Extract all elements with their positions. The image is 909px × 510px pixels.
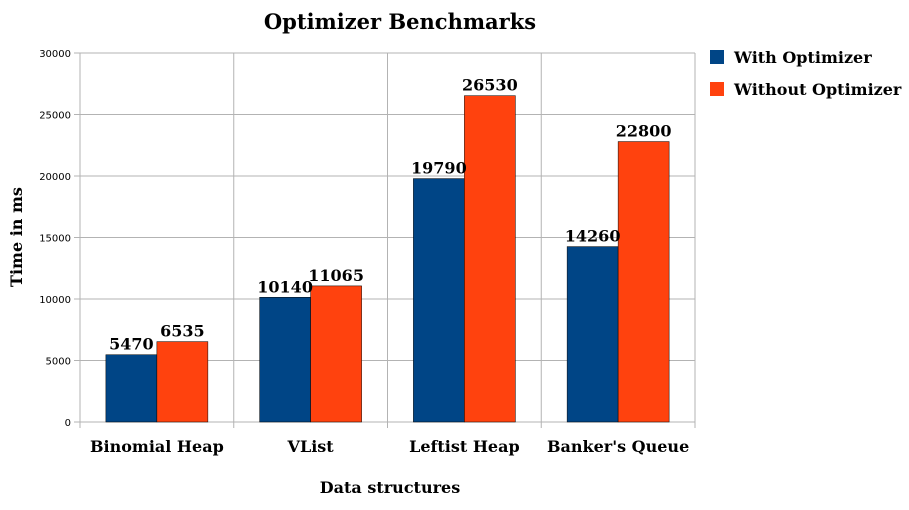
x-tick-label: Banker's Queue xyxy=(547,437,689,456)
bar-without-optimizer xyxy=(464,95,516,423)
y-axis-ticks: 0 5000 10000 15000 20000 25000 30000 xyxy=(39,49,71,429)
y-tick-label: 20000 xyxy=(39,172,71,183)
data-label: 22800 xyxy=(616,122,672,141)
bar-without-optimizer xyxy=(156,341,209,423)
data-label: 6535 xyxy=(160,322,205,341)
bar-with-optimizer xyxy=(413,178,465,423)
bar-with-optimizer xyxy=(105,354,158,423)
y-tick-label: 0 xyxy=(65,418,71,429)
bar-without-optimizer xyxy=(617,141,670,423)
data-label: 19790 xyxy=(411,159,467,178)
legend-swatch xyxy=(710,82,724,96)
bar-with-optimizer xyxy=(566,246,619,423)
data-label: 5470 xyxy=(109,335,154,354)
x-axis-ticks: Binomial Heap VList Leftist Heap Banker's Q… xyxy=(90,437,689,456)
data-label: 14260 xyxy=(565,227,621,246)
y-tick-label: 25000 xyxy=(39,111,71,122)
x-axis-title: Data structures xyxy=(320,478,460,497)
bar-with-optimizer xyxy=(259,297,311,423)
bars xyxy=(105,95,670,423)
legend-label: With Optimizer xyxy=(733,48,872,67)
legend-label: Without Optimizer xyxy=(733,80,902,99)
bar-without-optimizer xyxy=(310,285,362,423)
y-tick-label: 15000 xyxy=(39,234,71,245)
chart-title: Optimizer Benchmarks xyxy=(264,9,536,34)
x-tick-label: Leftist Heap xyxy=(409,437,520,456)
legend: With Optimizer Without Optimizer xyxy=(710,48,902,99)
y-tick-label: 10000 xyxy=(39,295,71,306)
y-tick-label: 30000 xyxy=(39,49,71,60)
data-label: 10140 xyxy=(257,277,313,296)
y-axis-title: Time in ms xyxy=(7,187,26,287)
data-label: 26530 xyxy=(462,76,518,95)
data-label: 11065 xyxy=(308,266,364,285)
y-tick-label: 5000 xyxy=(46,357,71,368)
x-tick-label: VList xyxy=(287,437,335,456)
legend-swatch xyxy=(710,50,724,64)
x-tick-label: Binomial Heap xyxy=(90,437,224,456)
